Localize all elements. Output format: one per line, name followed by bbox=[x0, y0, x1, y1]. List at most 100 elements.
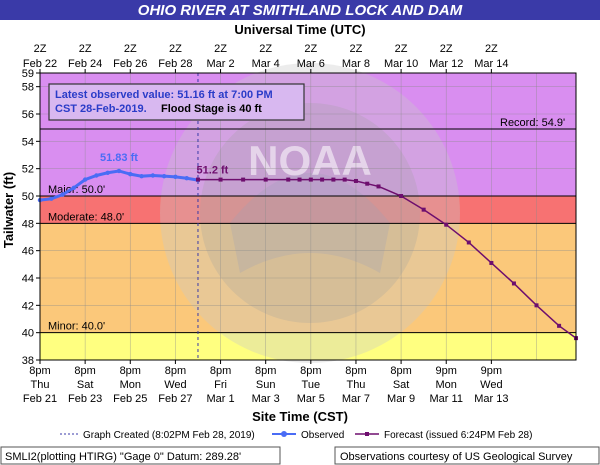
y-tick-label-10: 58 bbox=[22, 82, 34, 94]
annotation-forecast-value: 51.2 ft bbox=[197, 165, 229, 177]
forecast-point-17 bbox=[489, 260, 494, 265]
plot-frame bbox=[39, 72, 577, 361]
bottom-tick-day-10: Wed bbox=[480, 379, 502, 391]
bottom-tick-day-1: Sat bbox=[77, 379, 94, 391]
axes: 38 40 42 44 46 48 50 52 54 56 58 59 2Z Feb 22 2Z Feb 24… bbox=[22, 43, 577, 405]
bottom-tick-date-5: Mar 3 bbox=[252, 393, 280, 405]
top-tick-date-0: Feb 22 bbox=[23, 58, 57, 70]
top-tick-hour-9: 2Z bbox=[440, 43, 453, 55]
forecast-point-3 bbox=[263, 177, 268, 182]
bottom-tick-day-7: Thu bbox=[346, 379, 365, 391]
bottom-tick-time-10: 9pm bbox=[481, 365, 502, 377]
bottom-tick-date-7: Mar 7 bbox=[342, 393, 370, 405]
bottom-tick-date-9: Mar 11 bbox=[430, 393, 463, 405]
y-tick-label-8: 54 bbox=[22, 136, 34, 148]
y-tick-label-4: 46 bbox=[22, 246, 34, 258]
info-line-1: Latest observed value: 51.16 ft at 7:00 … bbox=[55, 89, 273, 101]
category-label-minor: Minor: 40.0' bbox=[48, 321, 105, 333]
footer: SMLI2(plotting HTIRG) "Gage 0" Datum: 28… bbox=[0, 446, 600, 465]
band-minor bbox=[40, 332, 576, 360]
bottom-tick-time-4: 8pm bbox=[210, 365, 231, 377]
bottom-tick-date-10: Mar 13 bbox=[474, 393, 508, 405]
y-tick-label-6: 50 bbox=[22, 191, 34, 203]
top-tick-hour-2: 2Z bbox=[124, 43, 137, 55]
bottom-tick-time-2: 8pm bbox=[120, 365, 141, 377]
bottom-tick-time-8: 8pm bbox=[390, 365, 411, 377]
observed-point-9 bbox=[139, 173, 144, 179]
legend-forecast-label: Forecast (issued 6:24PM Feb 28) bbox=[384, 430, 532, 441]
forecast-point-2 bbox=[241, 177, 246, 182]
legend-graph-created-label: Graph Created (8:02PM Feb 28, 2019) bbox=[83, 430, 255, 441]
forecast-point-7 bbox=[320, 177, 325, 182]
y-tick-label-5: 48 bbox=[22, 218, 34, 230]
bottom-tick-day-3: Wed bbox=[164, 379, 186, 391]
y-tick-label-3: 44 bbox=[22, 273, 34, 285]
bottom-tick-time-6: 8pm bbox=[300, 365, 321, 377]
forecast-point-10 bbox=[353, 178, 358, 183]
observed-point-3 bbox=[71, 185, 77, 190]
y-tick-label-11: 59 bbox=[22, 68, 34, 80]
y-tick-label-0: 38 bbox=[22, 355, 34, 367]
legend-forecast-marker bbox=[365, 432, 369, 436]
forecast-point-9 bbox=[342, 177, 347, 182]
watermark-outer-circle bbox=[160, 63, 460, 363]
observed-point-4 bbox=[82, 177, 88, 182]
top-tick-date-4: Mar 2 bbox=[206, 58, 234, 70]
top-tick-date-8: Mar 10 bbox=[384, 58, 418, 70]
legend-observed-marker bbox=[281, 431, 287, 437]
top-tick-date-6: Mar 6 bbox=[297, 58, 325, 70]
observed-point-11 bbox=[161, 173, 167, 179]
forecast-point-4 bbox=[286, 177, 291, 182]
bottom-tick-time-0: 8pm bbox=[29, 365, 50, 377]
bottom-tick-day-5: Sun bbox=[256, 379, 276, 391]
forecast-point-15 bbox=[444, 222, 449, 227]
y-tick-label-7: 52 bbox=[22, 164, 34, 176]
forecast-point-0 bbox=[195, 177, 200, 182]
series-layer: 51.83 ft 51.2 ft bbox=[37, 73, 578, 360]
bottom-tick-day-8: Sat bbox=[393, 379, 410, 391]
info-line-2a: CST 28-Feb-2019. bbox=[55, 103, 147, 115]
forecast-point-12 bbox=[376, 184, 381, 189]
top-tick-date-10: Mar 14 bbox=[474, 58, 508, 70]
band-major bbox=[40, 196, 576, 224]
latest-observed-info-box: Latest observed value: 51.16 ft at 7:00 … bbox=[48, 83, 305, 121]
observed-point-5 bbox=[94, 173, 99, 178]
observed-point-10 bbox=[150, 173, 156, 178]
top-tick-hour-5: 2Z bbox=[259, 43, 272, 55]
footer-credit-text: Observations courtesy of US Geological S… bbox=[340, 451, 573, 463]
top-tick-date-3: Feb 28 bbox=[158, 58, 192, 70]
bottom-tick-day-0: Thu bbox=[31, 379, 50, 391]
forecast-point-8 bbox=[331, 177, 336, 182]
top-tick-date-7: Mar 8 bbox=[342, 58, 370, 70]
top-tick-hour-10: 2Z bbox=[485, 43, 498, 55]
watermark-noaa-text: NOAA bbox=[248, 137, 372, 184]
y-tick-label-9: 56 bbox=[22, 109, 34, 121]
legend-observed-label: Observed bbox=[301, 430, 344, 441]
noaa-watermark: NOAA bbox=[160, 63, 460, 363]
top-tick-date-9: Mar 12 bbox=[429, 58, 463, 70]
top-tick-hour-7: 2Z bbox=[350, 43, 363, 55]
bottom-tick-date-3: Feb 27 bbox=[158, 393, 192, 405]
bottom-tick-time-3: 8pm bbox=[165, 365, 186, 377]
bottom-tick-date-6: Mar 5 bbox=[297, 393, 325, 405]
top-tick-date-2: Feb 26 bbox=[113, 58, 147, 70]
top-tick-hour-6: 2Z bbox=[304, 43, 317, 55]
flood-category-lines: Record: 54.9'Major: 50.0'Moderate: 48.0'… bbox=[40, 117, 576, 334]
y-axis-title: Tailwater (ft) bbox=[1, 172, 16, 248]
annotation-observed-peak: 51.83 ft bbox=[100, 152, 138, 164]
top-tick-hour-1: 2Z bbox=[79, 43, 92, 55]
top-tick-hour-8: 2Z bbox=[395, 43, 408, 55]
forecast-point-5 bbox=[297, 177, 302, 182]
legend: Graph Created (8:02PM Feb 28, 2019) Obse… bbox=[60, 430, 532, 441]
forecast-line bbox=[197, 178, 577, 339]
info-line-2b: Flood Stage is 40 ft bbox=[161, 103, 262, 115]
bottom-tick-date-2: Feb 25 bbox=[113, 393, 147, 405]
forecast-point-16 bbox=[466, 240, 471, 245]
forecast-point-18 bbox=[511, 281, 516, 286]
bottom-tick-day-2: Mon bbox=[120, 379, 141, 391]
observed-point-1 bbox=[49, 196, 54, 201]
forecast-point-11 bbox=[365, 181, 370, 186]
observed-point-12 bbox=[173, 174, 178, 180]
info-box-background bbox=[48, 83, 305, 121]
